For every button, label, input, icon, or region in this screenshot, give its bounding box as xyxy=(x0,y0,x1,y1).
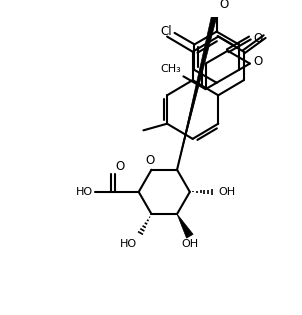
Text: Cl: Cl xyxy=(160,26,172,38)
Text: OH: OH xyxy=(218,187,235,197)
Text: O: O xyxy=(254,55,263,68)
Text: CH₃: CH₃ xyxy=(161,65,182,74)
Text: O: O xyxy=(145,154,154,167)
Text: OH: OH xyxy=(181,239,198,249)
Text: HO: HO xyxy=(120,239,137,249)
Text: O: O xyxy=(220,0,229,11)
Text: O: O xyxy=(254,32,263,44)
Polygon shape xyxy=(177,5,219,170)
Text: O: O xyxy=(115,160,124,173)
Polygon shape xyxy=(177,214,193,238)
Text: HO: HO xyxy=(76,187,93,197)
